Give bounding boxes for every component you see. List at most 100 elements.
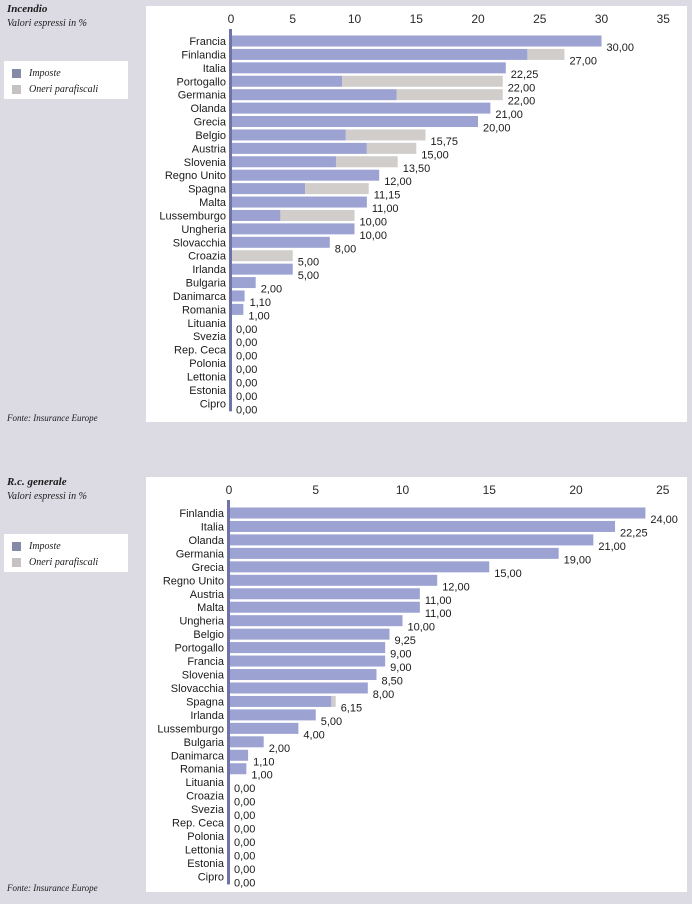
x-tick-label: 5	[289, 12, 296, 26]
bar-imposte	[229, 628, 390, 640]
bar-imposte	[231, 183, 306, 195]
category-label: Lituania	[185, 777, 224, 789]
value-label: 13,50	[403, 163, 431, 175]
source-note-rc-generale: Fonte: Insurance Europe	[7, 883, 98, 893]
value-label: 1,10	[253, 756, 274, 768]
category-label: Slovenia	[184, 157, 227, 169]
legend-swatch-imposte	[12, 541, 21, 551]
bar-oneri-parafiscali	[335, 156, 398, 168]
value-label: 24,00	[650, 514, 678, 526]
bar-oneri-parafiscali	[231, 250, 293, 262]
y-axis-line	[227, 500, 230, 885]
category-label: Estonia	[189, 385, 227, 397]
value-label: 10,00	[360, 230, 388, 242]
value-label: 10,00	[360, 216, 388, 228]
bar-imposte	[229, 615, 403, 627]
bar-imposte	[231, 156, 336, 168]
value-label: 11,00	[425, 608, 452, 620]
category-label: Slovacchia	[173, 237, 227, 249]
legend-item-imposte: Imposte	[12, 540, 61, 552]
legend-incendio: Imposte Oneri parafiscali	[4, 61, 128, 99]
bar-imposte	[231, 263, 293, 275]
bar-imposte	[231, 236, 330, 248]
category-label: Ungheria	[179, 616, 225, 628]
category-label: Francia	[187, 656, 225, 668]
value-label: 11,00	[372, 203, 399, 215]
value-label: 12,00	[384, 176, 412, 188]
value-label: 19,00	[564, 554, 592, 566]
x-tick-label: 25	[656, 483, 670, 497]
category-label: Danimarca	[171, 750, 225, 762]
bar-imposte	[229, 722, 299, 734]
value-label: 0,00	[234, 877, 255, 889]
panel-subtitle-incendio: Valori espressi in %	[7, 18, 87, 29]
category-label: Rep. Ceca	[174, 345, 227, 357]
value-label: 15,00	[494, 568, 522, 580]
category-label: Bulgaria	[186, 278, 227, 290]
bar-oneri-parafiscali	[342, 75, 503, 87]
bar-imposte	[231, 129, 346, 141]
panel-subtitle-rc-generale: Valori espressi in %	[7, 491, 87, 502]
value-label: 0,00	[234, 851, 255, 863]
bar-imposte	[231, 89, 397, 101]
category-label: Regno Unito	[163, 575, 224, 587]
category-label: Croazia	[186, 791, 225, 803]
category-label: Lettonia	[187, 372, 227, 384]
category-label: Polonia	[189, 358, 227, 370]
category-label: Lussemburgo	[159, 210, 226, 222]
bar-imposte	[231, 116, 478, 128]
x-tick-label: 15	[410, 12, 424, 26]
bar-imposte	[229, 642, 386, 654]
value-label: 0,00	[234, 797, 255, 809]
bar-imposte	[231, 303, 244, 315]
value-label: 20,00	[483, 123, 511, 135]
legend-label-imposte: Imposte	[29, 67, 61, 79]
chart-area-rc-generale: 0 5 10 15 20 25 Finlandia 24,00 Italia 22,25 Oland…	[146, 477, 687, 892]
value-label: 0,00	[234, 824, 255, 836]
bar-imposte	[229, 669, 377, 681]
x-tick-label: 15	[483, 483, 497, 497]
category-label: Malta	[197, 602, 225, 614]
bar-imposte	[231, 290, 245, 302]
x-tick-label: 20	[471, 12, 485, 26]
bar-oneri-parafiscali	[366, 142, 417, 154]
bar-imposte	[229, 534, 594, 546]
category-label: Danimarca	[173, 291, 227, 303]
legend-item-oneri: Oneri parafiscali	[12, 556, 98, 568]
bar-imposte	[231, 209, 281, 221]
category-label: Austria	[190, 589, 225, 601]
bar-imposte	[231, 223, 355, 235]
category-label: Austria	[192, 143, 227, 155]
bar-oneri-parafiscali	[280, 209, 355, 221]
x-tick-label: 20	[569, 483, 583, 497]
category-label: Finlandia	[181, 49, 227, 61]
bar-oneri-parafiscali	[527, 48, 565, 60]
x-tick-label: 5	[312, 483, 319, 497]
category-label: Cipro	[200, 398, 226, 410]
category-label: Irlanda	[192, 264, 227, 276]
x-tick-label: 0	[226, 483, 233, 497]
panel-title-rc-generale: R.c. generale	[7, 476, 67, 488]
value-label: 9,00	[390, 649, 411, 661]
value-label: 8,50	[381, 676, 402, 688]
category-label: Germania	[176, 548, 225, 560]
category-label: Belgio	[193, 629, 224, 641]
bar-imposte	[229, 709, 316, 721]
legend-swatch-oneri	[12, 84, 21, 94]
category-label: Romania	[180, 764, 225, 776]
value-label: 6,15	[341, 702, 362, 714]
bar-oneri-parafiscali	[396, 89, 503, 101]
bar-oneri-parafiscali	[345, 129, 426, 141]
category-label: Spagna	[188, 184, 227, 196]
category-label: Olanda	[191, 103, 227, 115]
value-label: 0,00	[234, 864, 255, 876]
category-label: Svezia	[193, 331, 227, 343]
value-label: 15,75	[431, 136, 459, 148]
category-label: Croazia	[188, 251, 227, 263]
category-label: Portogallo	[174, 643, 224, 655]
category-label: Olanda	[189, 535, 225, 547]
bar-imposte	[231, 62, 506, 74]
value-label: 9,25	[394, 635, 415, 647]
category-label: Finlandia	[179, 508, 225, 520]
category-label: Cipro	[198, 871, 224, 883]
